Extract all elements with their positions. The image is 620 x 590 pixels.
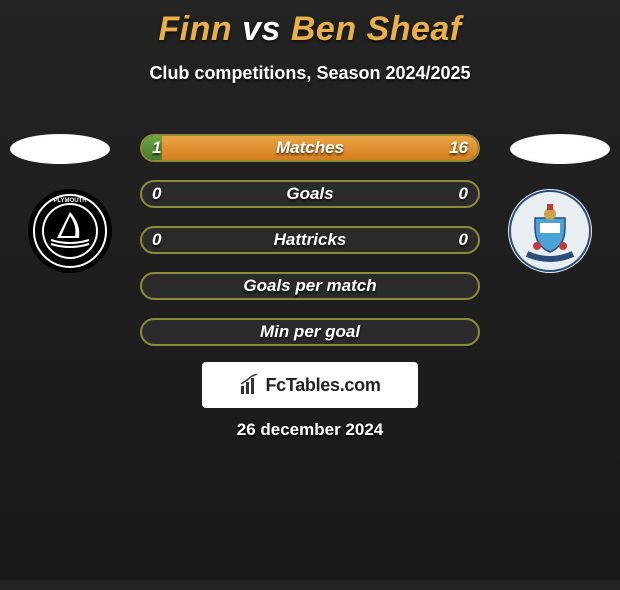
stat-value-right: 16 (449, 138, 468, 158)
team-left-badge: PLYMOUTH (20, 188, 120, 274)
plymouth-badge-icon: PLYMOUTH (27, 188, 113, 274)
stat-value-left: 0 (152, 230, 161, 250)
vs-text: vs (242, 10, 281, 48)
svg-text:PLYMOUTH: PLYMOUTH (53, 198, 86, 204)
stat-label: Matches (142, 138, 478, 158)
subtitle: Club competitions, Season 2024/2025 (0, 63, 620, 84)
date-text: 26 december 2024 (0, 420, 620, 440)
page-title: Finn vs Ben Sheaf (0, 10, 620, 49)
stat-label: Goals per match (142, 276, 478, 296)
logo-text: FcTables.com (265, 375, 380, 396)
stat-value-right: 0 (459, 230, 468, 250)
team-right-badge (500, 188, 600, 274)
player-right-marker (510, 134, 610, 164)
player-right-name: Ben Sheaf (291, 10, 462, 48)
stat-row: Matches1 16 (140, 134, 480, 162)
stat-label: Min per goal (142, 322, 478, 342)
player-left-name: Finn (158, 10, 232, 48)
stat-value-left: 1 (152, 138, 161, 158)
stat-row: Goals per match (140, 272, 480, 300)
stat-value-left: 0 (152, 184, 161, 204)
coventry-badge-icon (507, 188, 593, 274)
stat-row: Goals0 0 (140, 180, 480, 208)
site-logo: FcTables.com (202, 362, 418, 408)
bar-chart-icon (239, 374, 261, 396)
stat-row: Min per goal (140, 318, 480, 346)
stat-label: Goals (142, 184, 478, 204)
stat-row: Hattricks0 0 (140, 226, 480, 254)
stat-value-right: 0 (459, 184, 468, 204)
stat-label: Hattricks (142, 230, 478, 250)
stats-bars: Matches116Goals00Hattricks00Goals per ma… (140, 134, 480, 364)
player-left-marker (10, 134, 110, 164)
